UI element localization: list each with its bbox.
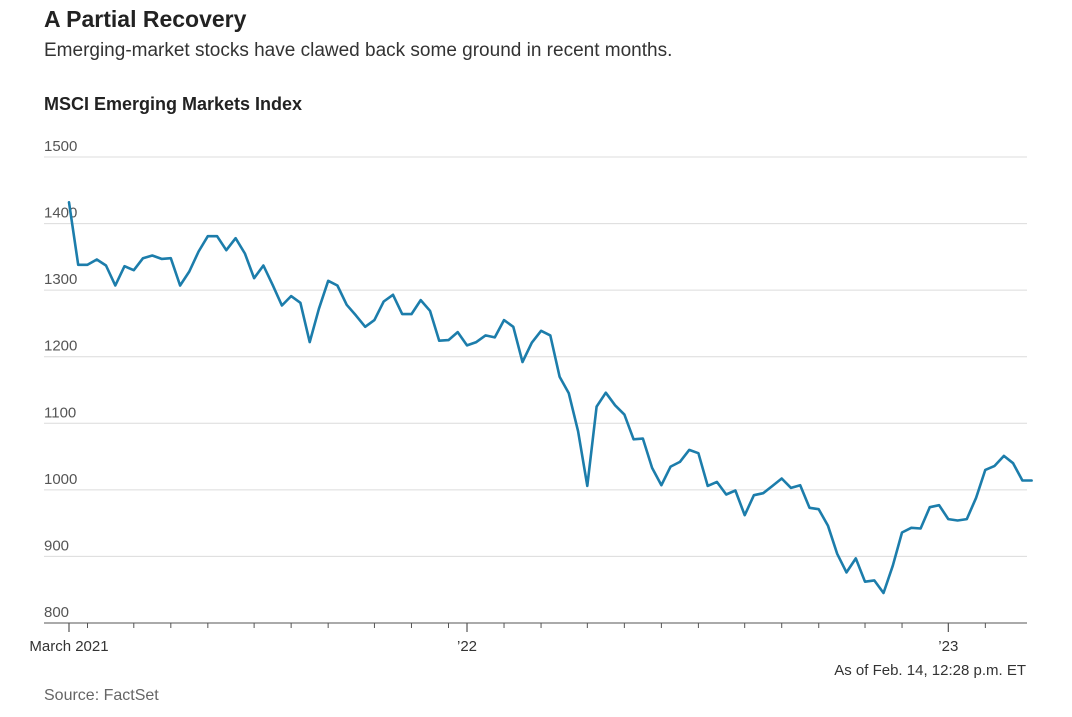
x-tick-label-0: March 2021 (29, 638, 108, 655)
y-tick-label-1000: 1000 (44, 471, 77, 488)
y-tick-label-900: 900 (44, 537, 69, 554)
as-of-note: As of Feb. 14, 12:28 p.m. ET (834, 662, 1026, 679)
y-tick-label-1100: 1100 (44, 404, 76, 421)
chart-title: A Partial Recovery (44, 6, 247, 32)
y-tick-label-1300: 1300 (44, 271, 77, 288)
x-tick-label-2: ’23 (938, 638, 958, 655)
x-tick-label-1: ’22 (457, 638, 477, 655)
y-tick-label-1500: 1500 (44, 138, 77, 155)
series-line-0 (67, 201, 1033, 595)
y-tick-label-800: 800 (44, 604, 69, 621)
chart-subtitle: Emerging-market stocks have clawed back … (44, 40, 673, 61)
chart-series-label: MSCI Emerging Markets Index (44, 94, 303, 114)
source-note: Source: FactSet (44, 687, 159, 704)
y-tick-label-1200: 1200 (44, 338, 77, 355)
